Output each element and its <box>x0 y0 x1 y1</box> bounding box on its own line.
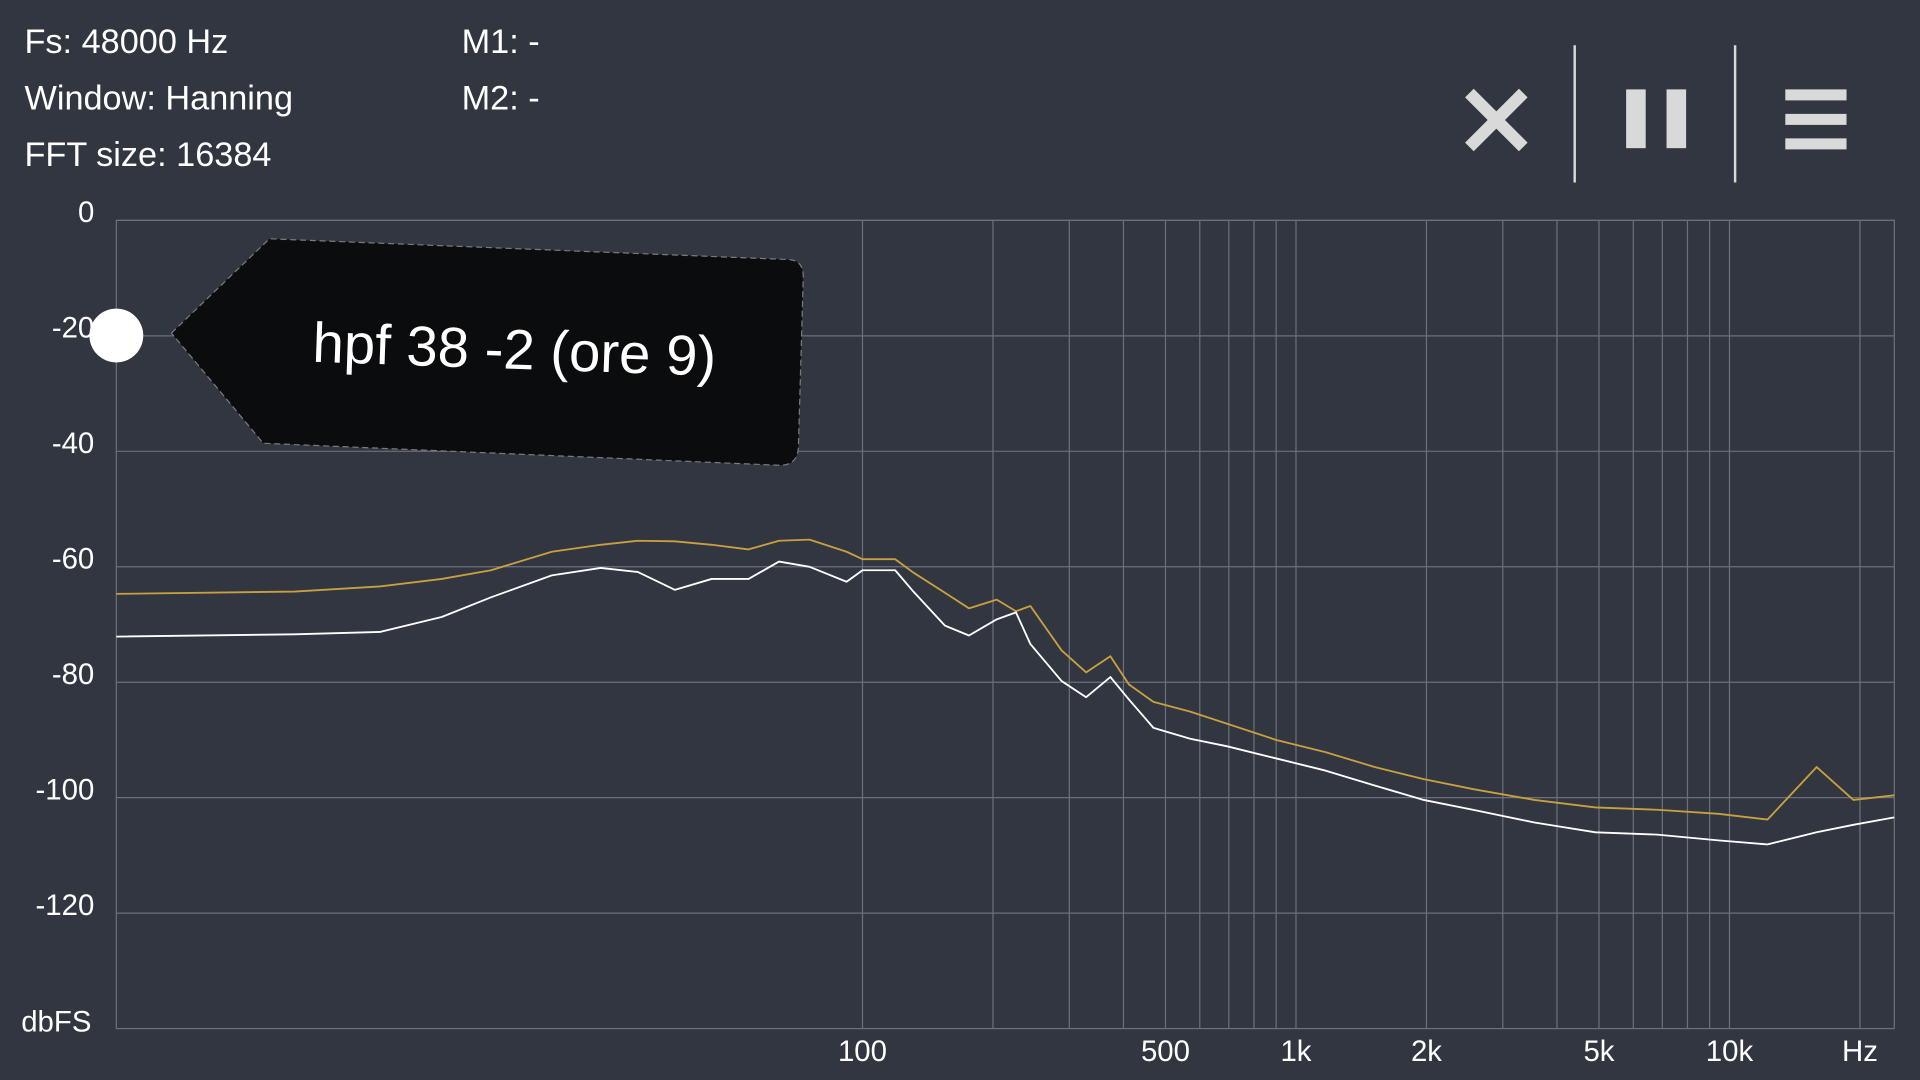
annotation-tag[interactable]: hpf 38 -2 (ore 9) <box>170 238 804 466</box>
annotation-marker[interactable] <box>89 308 144 363</box>
close-button[interactable] <box>1445 67 1543 171</box>
y-tick-label: -60 <box>52 542 94 575</box>
x-tick-label: 500 <box>1141 1035 1190 1068</box>
spectrum-plot: 0 -20 -40 -60 -80 -100 -120 100 500 1k 2k 5k 10k Hz db… <box>21 196 1895 1068</box>
y-axis-unit: dbFS <box>21 1005 91 1038</box>
y-tick-label: -100 <box>35 773 94 806</box>
x-tick-label: 2k <box>1411 1035 1442 1068</box>
fs-label: Fs: 48000 Hz <box>24 23 228 61</box>
y-tick-label: -20 <box>52 312 94 345</box>
m2-label: M2: - <box>462 79 540 117</box>
y-tick-label: 0 <box>78 196 94 229</box>
y-tick-label: -40 <box>52 427 94 460</box>
y-tick-label: -120 <box>35 889 94 922</box>
x-tick-label: 10k <box>1706 1035 1754 1068</box>
y-tick-label: -80 <box>52 658 94 691</box>
menu-button[interactable] <box>1763 67 1867 171</box>
window-label: Window: Hanning <box>24 79 293 117</box>
spectrum-line <box>116 538 1895 821</box>
fft-size-label: FFT size: 16384 <box>24 136 271 174</box>
spectrum-line <box>116 560 1895 846</box>
m1-label: M1: - <box>462 23 540 61</box>
pause-button[interactable] <box>1604 67 1708 171</box>
x-tick-label: 5k <box>1583 1035 1614 1068</box>
x-tick-label: 1k <box>1280 1035 1311 1068</box>
annotation-text: hpf 38 -2 (ore 9) <box>312 311 718 388</box>
x-tick-label: 100 <box>838 1035 887 1068</box>
x-axis-unit: Hz <box>1842 1035 1878 1068</box>
